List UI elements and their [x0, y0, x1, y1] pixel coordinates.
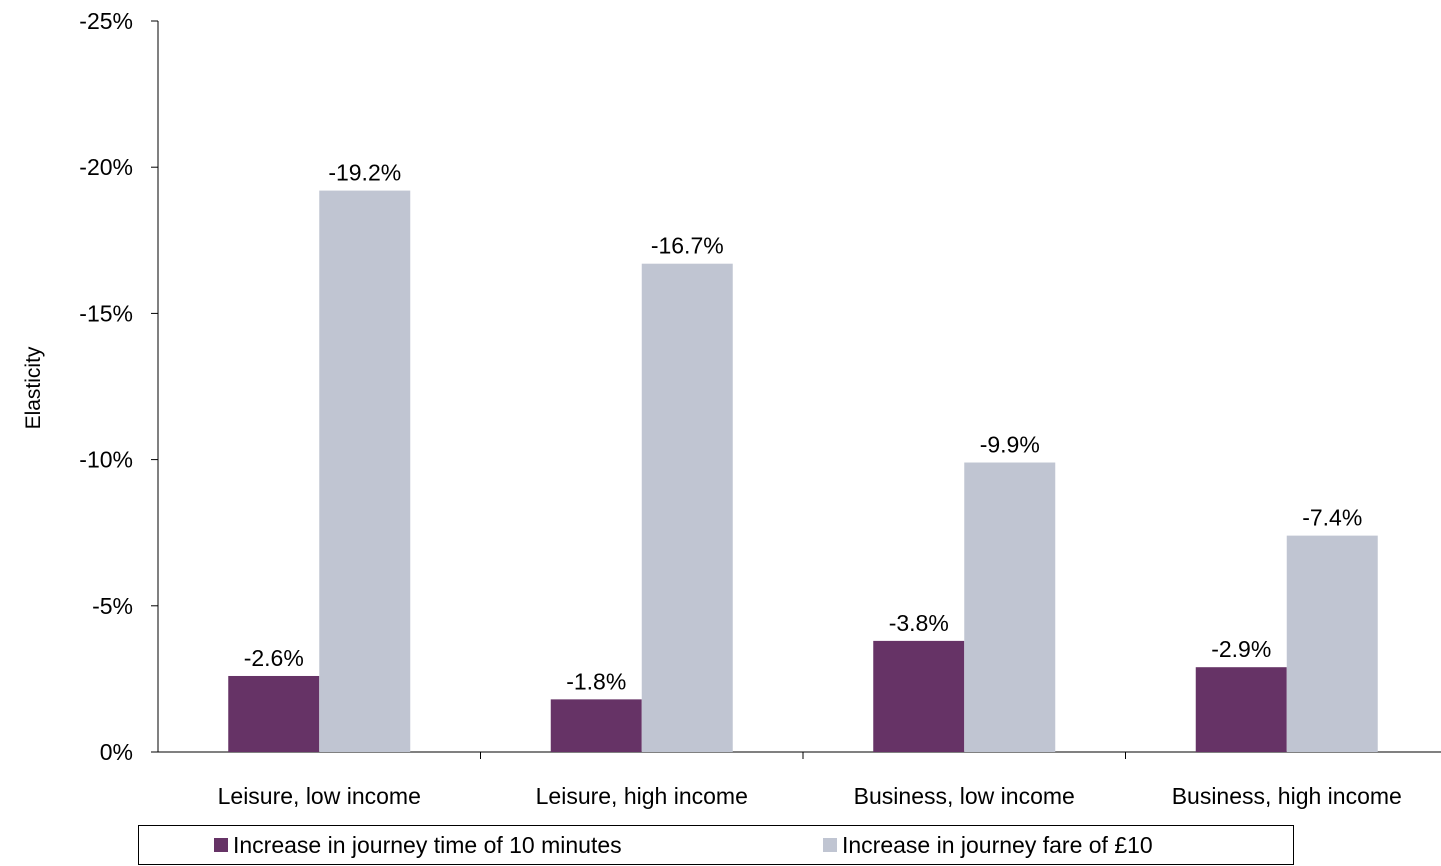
bar: [319, 190, 411, 753]
data-label: -16.7%: [651, 233, 724, 259]
bar: [228, 675, 320, 752]
bar: [873, 640, 965, 752]
legend-item-time: Increase in journey time of 10 minutes: [214, 832, 622, 858]
bar: [641, 263, 733, 752]
data-label: -3.8%: [889, 610, 949, 636]
data-label: -1.8%: [566, 668, 626, 694]
legend-swatch-time: [214, 838, 228, 852]
y-tick-label: -20%: [79, 154, 133, 180]
legend: Increase in journey time of 10 minutes I…: [138, 825, 1294, 865]
y-tick-label: -15%: [79, 300, 133, 326]
y-tick-label: -10%: [79, 447, 133, 473]
y-tick-label: 0%: [100, 739, 133, 765]
y-axis: 0% -5% -10% -15% -20% -25%: [79, 8, 159, 765]
x-tick-label: Business, high income: [1172, 783, 1402, 809]
y-tick-label: -25%: [79, 8, 133, 34]
y-axis-title: Elasticity: [22, 346, 45, 429]
y-tick-label: -5%: [92, 593, 133, 619]
data-label: -7.4%: [1302, 505, 1362, 531]
bars: [228, 190, 1378, 753]
legend-label-time: Increase in journey time of 10 minutes: [233, 832, 622, 858]
data-labels: -2.6% -19.2% -1.8% -16.7% -3.8% -9.9% -2.9% -7.…: [244, 160, 1363, 695]
x-axis: Leisure, low income Leisure, high income B…: [158, 751, 1441, 809]
x-tick-label: Leisure, high income: [536, 783, 748, 809]
bar: [964, 462, 1056, 752]
bar: [550, 699, 642, 752]
data-label: -19.2%: [328, 160, 401, 186]
legend-item-fare: Increase in journey fare of £10: [823, 832, 1153, 858]
x-tick-label: Business, low income: [854, 783, 1075, 809]
legend-label-fare: Increase in journey fare of £10: [842, 832, 1153, 858]
bar: [1195, 667, 1287, 752]
legend-swatch-fare: [823, 838, 837, 852]
data-label: -9.9%: [980, 432, 1040, 458]
bar: [1286, 535, 1378, 752]
data-label: -2.9%: [1211, 636, 1271, 662]
data-label: -2.6%: [244, 645, 304, 671]
x-tick-label: Leisure, low income: [218, 783, 421, 809]
